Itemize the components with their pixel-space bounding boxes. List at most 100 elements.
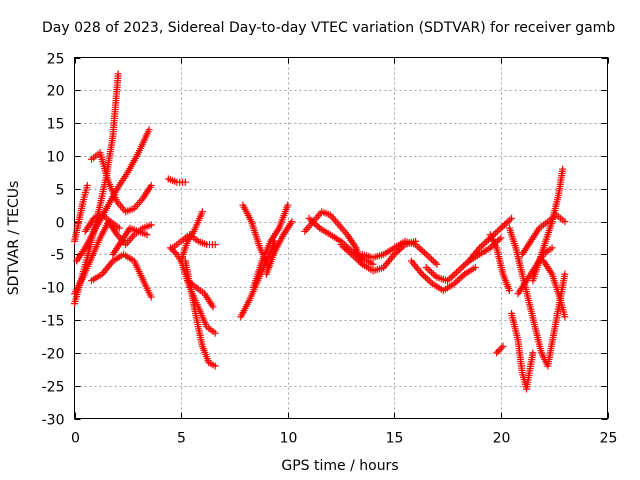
- series-arc-j: [164, 175, 189, 186]
- series-arc-w: [407, 257, 479, 295]
- y-tick-label: 5: [56, 183, 65, 199]
- data-point: [145, 126, 153, 134]
- data-point: [499, 342, 507, 350]
- x-tick-label: 20: [493, 431, 511, 447]
- data-point: [423, 275, 431, 283]
- y-tick-label: -5: [51, 248, 65, 264]
- data-point: [422, 273, 430, 281]
- data-point: [495, 236, 503, 244]
- data-point: [458, 264, 466, 272]
- x-tick-label: 0: [71, 431, 80, 447]
- data-point: [341, 244, 349, 252]
- data-point: [496, 346, 504, 354]
- chart-title: Day 028 of 2023, Sidereal Day-to-day VTE…: [42, 20, 615, 36]
- y-tick-label: 25: [47, 52, 65, 68]
- data-point: [211, 241, 219, 249]
- series-arc-d: [88, 250, 155, 301]
- data-point: [143, 231, 151, 239]
- data-point: [455, 275, 463, 283]
- data-point: [500, 221, 508, 229]
- data-point: [425, 277, 433, 285]
- series-arc-i: [166, 208, 206, 265]
- data-point: [198, 208, 206, 216]
- data-point: [424, 252, 432, 260]
- data-point: [499, 223, 507, 231]
- data-point: [171, 249, 179, 257]
- data-point: [497, 224, 505, 232]
- data-point: [456, 265, 464, 273]
- data-point: [339, 242, 347, 250]
- data-point: [505, 287, 513, 295]
- x-axis-label: GPS time / hours: [281, 458, 398, 474]
- y-tick-label: -25: [42, 380, 65, 396]
- series-arc-e: [73, 126, 153, 265]
- data-point: [211, 329, 219, 337]
- grid: [74, 57, 608, 419]
- data-point: [460, 262, 468, 270]
- data-point: [497, 344, 505, 352]
- data-point: [461, 260, 469, 268]
- data-point: [209, 303, 217, 311]
- data-point: [492, 229, 500, 237]
- y-axis-label: SDTVAR / TECUs: [6, 181, 22, 296]
- y-tick-label: -30: [42, 413, 65, 429]
- data-point: [506, 216, 514, 224]
- data-point: [497, 234, 505, 242]
- x-tick-label: 25: [600, 431, 618, 447]
- data-point: [429, 257, 437, 265]
- series-arc-v: [358, 237, 441, 268]
- data-point: [454, 277, 462, 285]
- data-point: [428, 255, 436, 263]
- data-point: [83, 181, 91, 189]
- data-point: [561, 313, 569, 321]
- data-point: [392, 249, 400, 257]
- data-point: [449, 272, 457, 280]
- x-tick-label: 5: [177, 431, 186, 447]
- data-point: [424, 265, 432, 273]
- data-point: [422, 264, 430, 272]
- series-arc-r: [262, 218, 296, 278]
- data-point: [471, 264, 479, 272]
- data-point: [415, 244, 423, 252]
- series-arc-ad: [514, 244, 556, 298]
- data-point: [346, 249, 354, 257]
- data-point: [529, 349, 537, 357]
- axis-ticks: 0 5 10 15 20 25 -30 -25 -20 -15 -10 -5 0 5 10 15 20 25: [42, 52, 618, 447]
- series-arc-n: [183, 277, 217, 311]
- data-point: [494, 347, 502, 355]
- series-arc-b: [71, 181, 91, 245]
- data-point: [504, 218, 512, 226]
- series-arc-h: [81, 211, 123, 235]
- series-arc-p: [239, 201, 273, 272]
- data-points: [71, 70, 569, 393]
- data-point: [147, 221, 155, 229]
- data-point: [419, 247, 427, 255]
- data-point: [284, 201, 292, 209]
- series-arc-g: [109, 224, 151, 258]
- data-point: [495, 226, 503, 234]
- data-point: [429, 270, 437, 278]
- data-point: [561, 218, 569, 226]
- data-point: [508, 214, 516, 222]
- x-tick-label: 10: [280, 431, 298, 447]
- y-tick-label: 0: [56, 216, 65, 232]
- data-point: [115, 224, 123, 232]
- data-point: [559, 165, 567, 173]
- data-point: [147, 293, 155, 301]
- series-arc-ag: [540, 257, 569, 321]
- series-arc-k: [169, 231, 219, 252]
- data-point: [548, 244, 556, 252]
- data-point: [147, 181, 155, 189]
- y-tick-label: 15: [47, 117, 65, 133]
- data-point: [481, 239, 489, 247]
- data-point: [561, 270, 569, 278]
- y-tick-label: 10: [47, 150, 65, 166]
- data-point: [452, 268, 460, 276]
- data-point: [445, 275, 453, 283]
- data-point: [420, 272, 428, 280]
- data-point: [431, 259, 439, 267]
- x-tick-label: 15: [386, 431, 404, 447]
- data-point: [433, 260, 441, 268]
- data-point: [426, 267, 434, 275]
